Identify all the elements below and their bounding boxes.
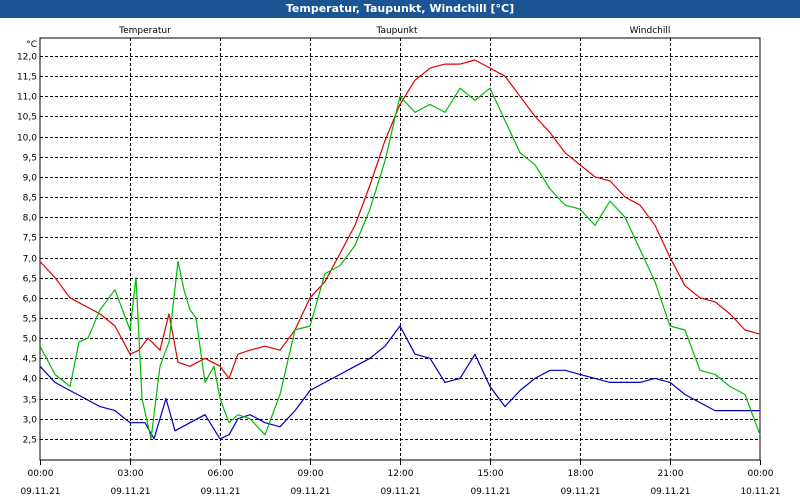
legend-temperatur: Temperatur <box>118 26 171 36</box>
y-tick-label: 9,0 <box>23 174 38 184</box>
x-tick-date: 09.11.21 <box>650 487 690 497</box>
x-tick-time: 12:00 <box>388 469 414 479</box>
x-tick-time: 06:00 <box>208 469 234 479</box>
x-tick-date: 10.11.21 <box>740 487 780 497</box>
x-tick-time: 09:00 <box>298 469 324 479</box>
y-tick-label: 4,0 <box>23 375 38 385</box>
y-tick-label: 3,0 <box>23 416 38 426</box>
x-tick-time: 21:00 <box>658 469 684 479</box>
y-tick-label: 8,5 <box>23 194 37 204</box>
y-tick-label: 4,5 <box>23 355 37 365</box>
y-tick-label: 2,5 <box>23 436 37 446</box>
chart-title: Temperatur, Taupunkt, Windchill [°C] <box>285 2 515 15</box>
x-tick-date: 09.11.21 <box>110 487 150 497</box>
x-tick-time: 00:00 <box>748 469 774 479</box>
x-tick-time: 03:00 <box>118 469 144 479</box>
x-tick-time: 15:00 <box>478 469 504 479</box>
y-tick-label: 9,5 <box>23 154 37 164</box>
y-tick-label: 12,0 <box>17 53 37 63</box>
title-bar: Temperatur, Taupunkt, Windchill [°C] <box>0 0 800 18</box>
series-line-temperatur <box>39 59 761 379</box>
y-tick-label: 11,5 <box>17 73 37 83</box>
y-tick-label: 10,0 <box>17 134 37 144</box>
legend-windchill: Windchill <box>630 26 671 36</box>
y-tick-label: 8,0 <box>23 214 38 224</box>
y-tick-label: 5,0 <box>23 335 38 345</box>
y-tick-label: 11,0 <box>17 93 37 103</box>
y-tick-label: 3,5 <box>23 396 37 406</box>
x-tick-date: 09.11.21 <box>20 487 60 497</box>
series-line-taupunkt <box>39 325 760 440</box>
series-line-windchill <box>39 87 761 440</box>
chart-area: 2,5 3,0 3,5 4,0 4,5 5,0 5,5 6,0 6,5 7,0 7,5 8,0 8,5 9… <box>0 18 800 500</box>
y-tick-label: 5,5 <box>23 315 37 325</box>
x-tick-date: 09.11.21 <box>560 487 600 497</box>
x-tick-time: 00:00 <box>28 469 54 479</box>
y-tick-label: 7,0 <box>23 255 38 265</box>
y-tick-label: 7,5 <box>23 234 37 244</box>
x-tick-date: 09.11.21 <box>380 487 420 497</box>
y-tick-label: 6,5 <box>23 275 37 285</box>
x-tick-time: 18:00 <box>568 469 594 479</box>
y-axis-unit: °C <box>26 40 37 50</box>
x-tick-date: 09.11.21 <box>470 487 510 497</box>
y-tick-label: 10,5 <box>17 113 37 123</box>
y-tick-label: 6,0 <box>23 295 38 305</box>
line-chart: 2,5 3,0 3,5 4,0 4,5 5,0 5,5 6,0 6,5 7,0 7,5 8,0 8,5 9… <box>17 26 781 497</box>
x-tick-date: 09.11.21 <box>290 487 330 497</box>
x-tick-date: 09.11.21 <box>200 487 240 497</box>
legend-taupunkt: Taupunkt <box>375 26 418 36</box>
